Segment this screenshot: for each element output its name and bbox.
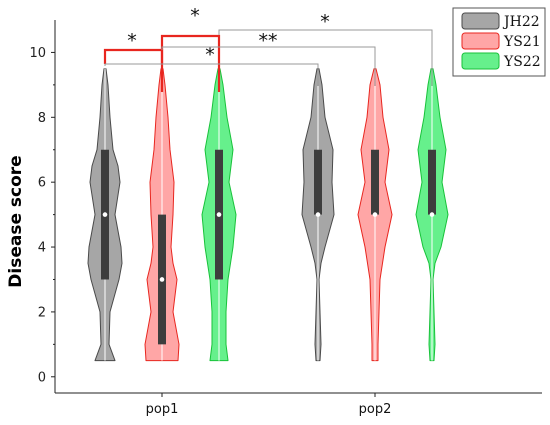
legend-label-ys21: YS21 [503, 34, 541, 50]
y-axis-label: Disease score [6, 155, 26, 287]
median-dot-ys22-pop1 [216, 212, 222, 217]
significance-label: * [320, 11, 330, 33]
legend: JH22 YS21 YS22 [452, 7, 546, 77]
legend-swatch-jh22 [461, 12, 500, 30]
significance-bracket [161, 46, 376, 86]
y-tick-label: 8 [38, 111, 46, 126]
legend-label-jh22: JH22 [502, 14, 540, 30]
x-tick-label: pop1 [146, 402, 179, 417]
significance-label: * [205, 44, 215, 66]
x-tick-label: pop2 [359, 402, 392, 417]
significance-bracket [103, 48, 164, 92]
legend-swatch-ys22 [461, 52, 500, 70]
legend-swatch-ys21 [461, 32, 500, 50]
median-dot-ys21-pop2 [372, 212, 378, 217]
y-tick-label: 0 [38, 370, 46, 385]
significance-bracket [104, 63, 319, 86]
significance-bracket [218, 29, 433, 86]
y-tick-label: 2 [38, 305, 46, 320]
iqr-box-jh22-pop2 [314, 149, 322, 215]
median-dot-jh22-pop1 [102, 212, 108, 217]
y-tick-label: 4 [38, 241, 46, 256]
iqr-box-ys22-pop2 [428, 149, 436, 215]
iqr-box-ys21-pop2 [371, 149, 379, 215]
significance-label: ** [259, 30, 278, 52]
legend-label-ys22: YS22 [503, 54, 541, 70]
median-dot-ys21-pop1 [159, 277, 165, 282]
median-dot-ys22-pop2 [429, 212, 435, 217]
significance-label: * [127, 30, 137, 52]
y-tick-label: 10 [29, 46, 46, 61]
significance-label: * [190, 5, 200, 27]
median-dot-jh22-pop2 [315, 212, 321, 217]
y-tick-label: 6 [38, 176, 46, 191]
